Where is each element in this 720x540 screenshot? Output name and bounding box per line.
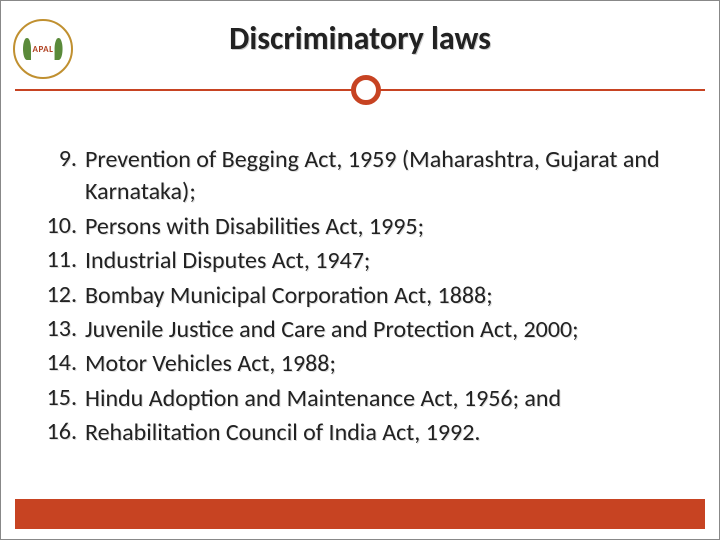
logo-emblem: APAL xyxy=(23,35,63,63)
list-item: 10. Persons with Disabilities Act, 1995; xyxy=(45,211,675,243)
list-item: 16. Rehabilitation Council of India Act,… xyxy=(45,417,675,449)
item-number: 15. xyxy=(45,383,85,412)
item-number: 12. xyxy=(45,280,85,309)
list-item: 12. Bombay Municipal Corporation Act, 18… xyxy=(45,280,675,312)
page-title: Discriminatory laws xyxy=(1,13,719,58)
list-item: 15. Hindu Adoption and Maintenance Act, … xyxy=(45,383,675,415)
item-text: Motor Vehicles Act, 1988; xyxy=(85,348,336,380)
item-text: Hindu Adoption and Maintenance Act, 1956… xyxy=(85,383,561,415)
logo-badge: APAL xyxy=(13,19,73,79)
header: APAL Discriminatory laws xyxy=(1,1,719,116)
list-item: 14. Motor Vehicles Act, 1988; xyxy=(45,348,675,380)
item-text: Prevention of Begging Act, 1959 (Maharas… xyxy=(85,144,675,209)
item-text: Rehabilitation Council of India Act, 199… xyxy=(85,417,480,449)
content-list: 9. Prevention of Begging Act, 1959 (Maha… xyxy=(1,116,719,450)
footer-bar xyxy=(15,499,705,529)
logo-text: APAL xyxy=(31,44,56,55)
item-text: Bombay Municipal Corporation Act, 1888; xyxy=(85,280,493,312)
list-item: 11. Industrial Disputes Act, 1947; xyxy=(45,245,675,277)
slide: APAL Discriminatory laws 9. Prevention o… xyxy=(0,0,720,540)
logo: APAL xyxy=(13,19,73,79)
item-number: 11. xyxy=(45,245,85,274)
divider-circle-icon xyxy=(351,75,381,105)
item-number: 14. xyxy=(45,348,85,377)
item-number: 16. xyxy=(45,417,85,446)
list-item: 13. Juvenile Justice and Care and Protec… xyxy=(45,314,675,346)
item-text: Industrial Disputes Act, 1947; xyxy=(85,245,370,277)
item-text: Juvenile Justice and Care and Protection… xyxy=(85,314,579,346)
leaf-icon xyxy=(23,38,31,60)
list-item: 9. Prevention of Begging Act, 1959 (Maha… xyxy=(45,144,675,209)
item-text: Persons with Disabilities Act, 1995; xyxy=(85,211,424,243)
item-number: 9. xyxy=(45,144,85,173)
item-number: 10. xyxy=(45,211,85,240)
item-number: 13. xyxy=(45,314,85,343)
leaf-icon xyxy=(55,38,63,60)
